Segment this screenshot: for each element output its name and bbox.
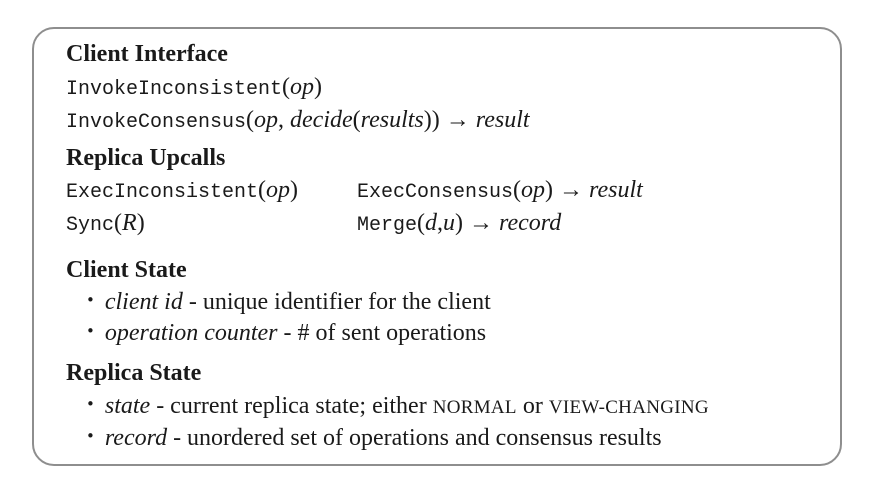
replica-state-heading: Replica State bbox=[66, 360, 202, 386]
invoke-inconsistent-signature: InvokeInconsistent(op) bbox=[66, 74, 323, 101]
invoke-consensus-signature: InvokeConsensus(op, decide(results)) → r… bbox=[66, 107, 530, 134]
client-interface-heading: Client Interface bbox=[66, 41, 228, 67]
replica-upcalls-heading: Replica Upcalls bbox=[66, 145, 226, 171]
bullet-icon: • bbox=[86, 395, 95, 413]
bullet-icon: • bbox=[86, 427, 95, 445]
client-state-heading: Client State bbox=[66, 257, 187, 283]
record-item: • record - unordered set of operations an… bbox=[86, 425, 662, 451]
bullet-icon: • bbox=[86, 291, 95, 309]
merge-signature: Merge(d,u) → record bbox=[357, 210, 562, 237]
client-id-item: • client id - unique identifier for the c… bbox=[86, 289, 491, 315]
exec-consensus-signature: ExecConsensus(op) → result bbox=[357, 177, 643, 204]
api-summary-box bbox=[32, 27, 842, 466]
exec-inconsistent-signature: ExecInconsistent(op) bbox=[66, 177, 299, 204]
state-item: • state - current replica state; either N… bbox=[86, 393, 709, 419]
operation-counter-item: • operation counter - # of sent operation… bbox=[86, 320, 487, 346]
sync-signature: Sync(R) bbox=[66, 210, 145, 237]
bullet-icon: • bbox=[86, 322, 95, 340]
